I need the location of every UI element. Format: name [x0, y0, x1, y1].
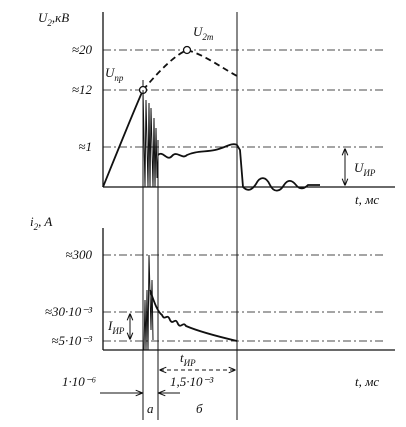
upper-axis-label: U2,кВ: [38, 10, 69, 28]
tick-label: ≈300: [65, 247, 92, 262]
label-part: , A: [38, 214, 52, 229]
label-part: 2m: [202, 32, 214, 42]
arc-voltage-label: UИР: [354, 160, 376, 178]
label-part: I: [107, 318, 113, 333]
max-point: [182, 45, 192, 55]
lower-axis-label: i2, A: [30, 214, 52, 232]
breakdown-label: Uпр: [105, 65, 124, 83]
phase-label: б: [196, 401, 203, 416]
label-part: i: [30, 214, 34, 229]
label-part: ИР: [362, 168, 375, 178]
label-part: 2: [34, 222, 39, 232]
tick-label: ≈20: [72, 42, 93, 57]
tick-label: ≈30·10⁻³: [45, 304, 93, 319]
label-part: U: [354, 160, 365, 175]
tick-label: ≈1: [78, 139, 92, 154]
voltage-oscillation: [142, 89, 159, 188]
voltage-potential: [142, 49, 238, 91]
label-part: U: [193, 24, 204, 39]
tick-label: ≈5·10⁻³: [51, 333, 93, 348]
phase-label: а: [147, 401, 154, 416]
max-label: U2m: [193, 24, 214, 42]
arc-duration: 1,5·10⁻³: [170, 374, 214, 389]
label-part: ,кВ: [52, 10, 69, 25]
x-axis-label: t, мс: [355, 374, 379, 389]
current-spike: [143, 254, 154, 351]
label-part: пр: [114, 73, 124, 83]
voltage-arc: [157, 143, 320, 192]
label-part: t: [180, 350, 184, 365]
arc-time-label: tИР: [180, 350, 196, 368]
tick-label: ≈12: [72, 82, 93, 97]
label-part: 2: [47, 18, 52, 28]
x-axis-label: t, мс: [355, 192, 379, 207]
label-part: ИР: [111, 326, 124, 336]
current-arc: [149, 289, 238, 342]
spark-duration: 1·10⁻⁶: [62, 374, 97, 389]
arc-current-label: IИР: [107, 318, 125, 336]
voltage-rise: [102, 89, 144, 188]
label-part: U: [38, 10, 49, 25]
label-part: ИР: [183, 358, 196, 368]
label-part: U: [105, 65, 116, 80]
